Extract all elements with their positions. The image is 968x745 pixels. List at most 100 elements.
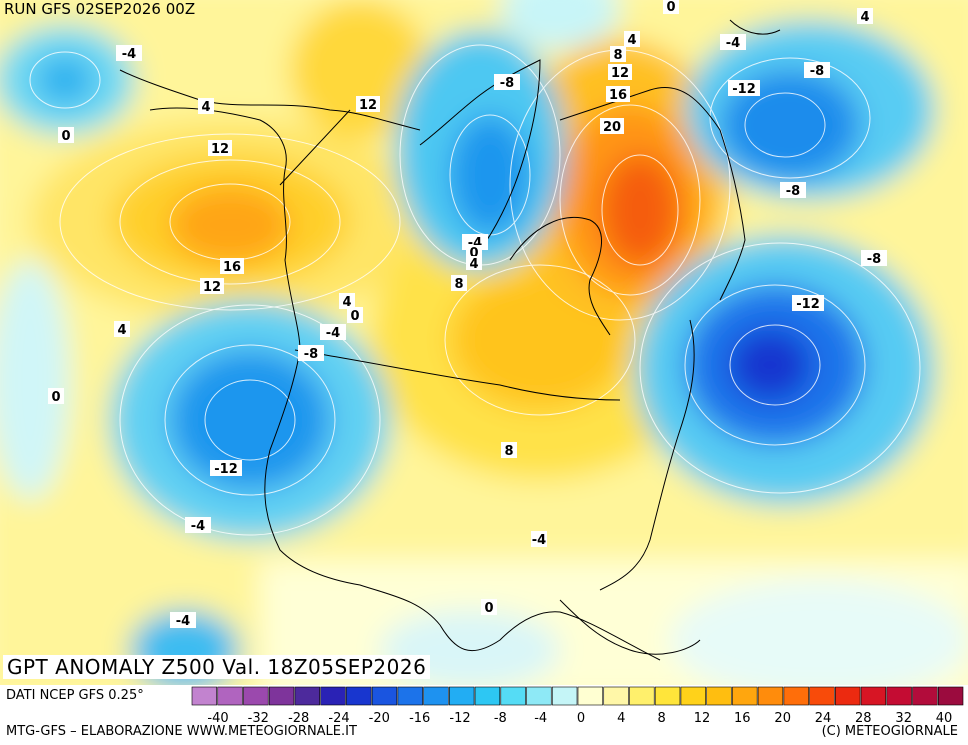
contour-label: 4 (857, 8, 873, 25)
svg-text:-12: -12 (732, 82, 756, 97)
svg-text:12: 12 (203, 280, 221, 295)
contour-label: -4 (320, 324, 346, 341)
contour-label: -8 (298, 345, 324, 362)
anomaly-map: -4 0 4 12 16 12 -8 -4 0 4 8 4 0 -4 12 20… (0, 0, 968, 685)
legend-tick-label: -24 (328, 711, 349, 726)
legend-swatch (268, 686, 295, 706)
legend-swatch (732, 686, 758, 706)
legend-swatch (371, 686, 398, 706)
svg-text:-4: -4 (326, 326, 340, 341)
legend-swatch (526, 686, 552, 706)
legend-tick-label: -40 (207, 711, 228, 726)
legend-tick-label: -16 (409, 711, 430, 726)
legend-swatch (706, 686, 732, 706)
contour-label: 4 (198, 98, 214, 115)
contour-label: 0 (663, 0, 679, 15)
legend-swatch (886, 686, 912, 706)
legend-tick-label: 0 (577, 711, 585, 726)
contour-label: -8 (861, 250, 887, 267)
legend-swatch (680, 686, 706, 706)
contour-label: 12 (356, 96, 380, 113)
legend-swatch (500, 686, 526, 706)
legend-swatch (860, 686, 887, 706)
legend-swatch (629, 686, 655, 706)
contour-label: 0 (347, 307, 363, 324)
credit-text: MTG-GFS – ELABORAZIONE WWW.METEOGIORNALE… (6, 724, 357, 739)
svg-text:0: 0 (469, 246, 478, 261)
copyright-text: (C) METEOGIORNALE (821, 724, 958, 739)
svg-text:0: 0 (350, 309, 359, 324)
legend-swatch (423, 686, 449, 706)
svg-text:12: 12 (611, 66, 629, 81)
contour-label: 12 (608, 64, 632, 81)
legend-tick-label: 20 (774, 711, 791, 726)
map-title: GPT ANOMALY Z500 Val. 18Z05SEP2026 (3, 655, 431, 679)
legend-swatch (577, 686, 604, 706)
legend-swatch (217, 686, 243, 706)
legend-swatch (551, 686, 578, 706)
svg-text:4: 4 (860, 10, 869, 25)
contour-label: -8 (804, 62, 830, 79)
contour-label: 16 (606, 86, 630, 103)
svg-text:4: 4 (627, 33, 636, 48)
contour-label: 0 (466, 245, 482, 261)
contour-label: -12 (792, 295, 824, 312)
svg-text:8: 8 (454, 277, 463, 292)
contour-label: 8 (610, 46, 626, 63)
legend-swatch (449, 686, 475, 706)
run-title: RUN GFS 02SEP2026 00Z (4, 0, 196, 18)
contour-label: -12 (210, 460, 242, 477)
legend-tick-label: -8 (494, 711, 507, 726)
svg-text:0: 0 (51, 390, 60, 405)
svg-text:4: 4 (201, 100, 210, 115)
svg-text:-4: -4 (176, 614, 190, 629)
legend-swatch (912, 686, 938, 706)
svg-text:16: 16 (609, 88, 627, 103)
contour-label: 0 (48, 388, 64, 405)
svg-text:-8: -8 (810, 64, 824, 79)
legend-tick-label: 8 (658, 711, 666, 726)
legend-swatch (397, 686, 423, 706)
svg-text:12: 12 (359, 98, 377, 113)
legend-tick-label: -12 (449, 711, 470, 726)
legend-tick-label: 16 (734, 711, 751, 726)
svg-text:8: 8 (613, 48, 622, 63)
contour-label: -8 (494, 74, 520, 91)
legend-swatch (937, 686, 964, 706)
svg-text:20: 20 (603, 120, 621, 135)
contour-label: 4 (339, 293, 355, 310)
svg-text:-4: -4 (532, 533, 546, 548)
color-legend: -40 -32 -28 -24 -20 -16 -12 -8 -4 0 4 8 12 16 20 24 28 32… (191, 686, 964, 726)
svg-text:4: 4 (117, 323, 126, 338)
legend-tick-label: -4 (534, 711, 547, 726)
contour-label: -4 (720, 34, 746, 51)
contour-label: -8 (780, 182, 806, 199)
legend-swatch (757, 686, 784, 706)
contour-label: 4 (114, 321, 130, 338)
svg-text:-4: -4 (726, 36, 740, 51)
contour-label: 0 (481, 599, 497, 616)
legend-swatch (346, 686, 372, 706)
svg-text:-4: -4 (122, 47, 136, 62)
legend-tick-label: -32 (248, 711, 269, 726)
legend-swatch (474, 686, 501, 706)
legend-tick-label: -28 (288, 711, 309, 726)
contour-label: -4 (116, 45, 142, 62)
contour-label: -12 (728, 80, 760, 97)
svg-text:0: 0 (61, 129, 70, 144)
svg-text:0: 0 (484, 601, 493, 616)
legend-tick-label: 40 (936, 711, 953, 726)
contour-labels: -4 0 4 12 16 12 -8 -4 0 4 8 4 0 -4 12 20… (48, 0, 887, 629)
legend-tick-label: 32 (895, 711, 912, 726)
legend-swatch (654, 686, 681, 706)
legend-swatch (294, 686, 320, 706)
legend-tick-label: 28 (855, 711, 872, 726)
legend-swatch (320, 686, 346, 706)
contour-label: 16 (220, 258, 244, 275)
svg-text:16: 16 (223, 260, 241, 275)
svg-text:-12: -12 (214, 462, 238, 477)
svg-text:-12: -12 (796, 297, 820, 312)
legend-swatch (809, 686, 835, 706)
legend-tick-label: -20 (369, 711, 390, 726)
legend-tick-label: 24 (815, 711, 832, 726)
